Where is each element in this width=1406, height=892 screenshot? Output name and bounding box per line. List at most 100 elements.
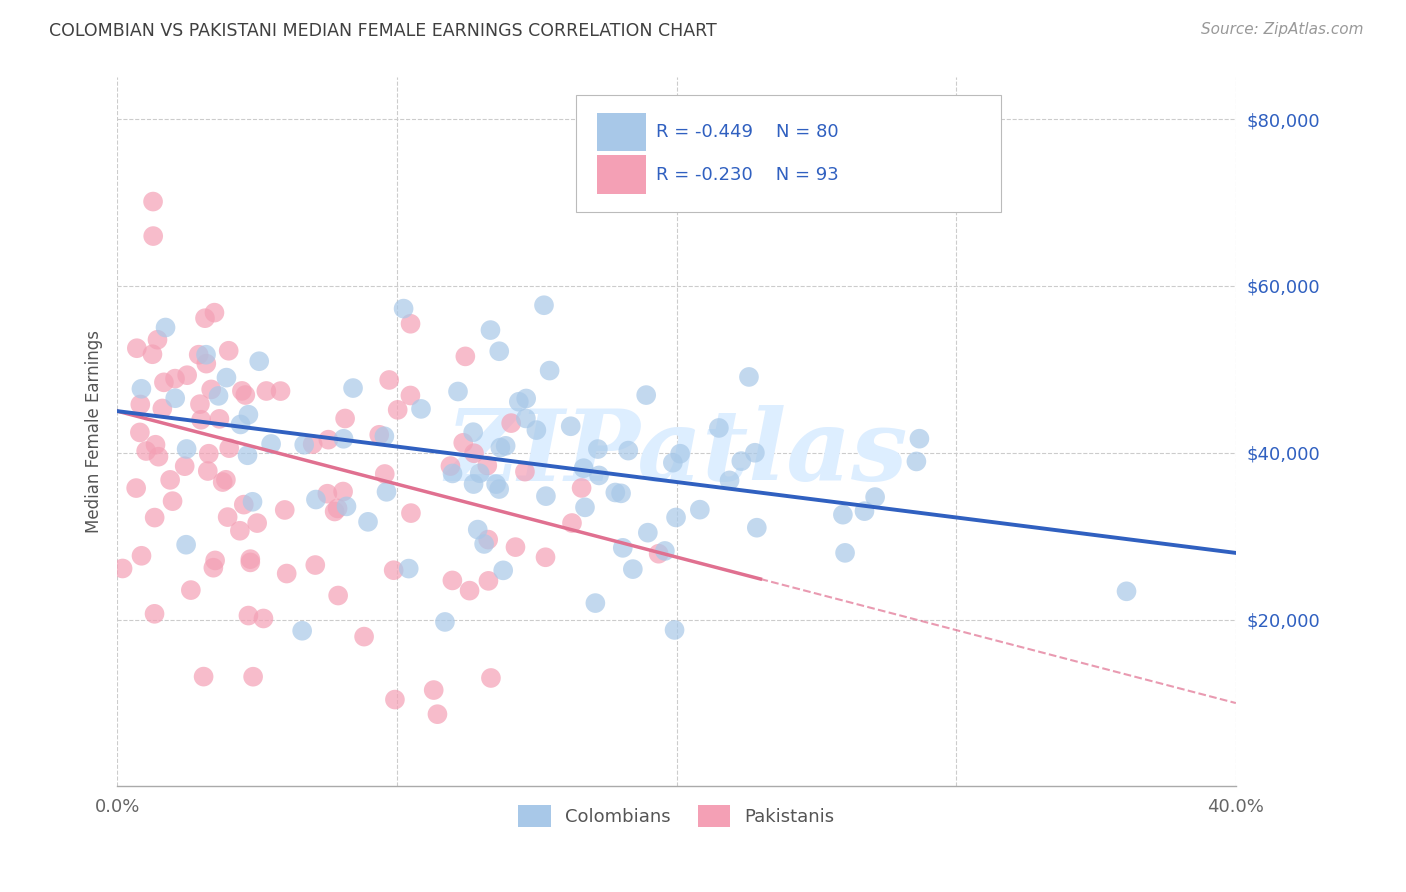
Point bbox=[159, 473, 181, 487]
Point bbox=[141, 347, 163, 361]
Text: Source: ZipAtlas.com: Source: ZipAtlas.com bbox=[1201, 22, 1364, 37]
Point bbox=[738, 370, 761, 384]
Point bbox=[392, 301, 415, 316]
Point bbox=[586, 442, 609, 456]
Point bbox=[142, 229, 165, 244]
Point bbox=[863, 490, 886, 504]
Point bbox=[617, 443, 640, 458]
Point bbox=[155, 320, 177, 334]
Point bbox=[451, 435, 474, 450]
Point bbox=[477, 574, 499, 588]
Text: COLOMBIAN VS PAKISTANI MEDIAN FEMALE EARNINGS CORRELATION CHART: COLOMBIAN VS PAKISTANI MEDIAN FEMALE EAR… bbox=[49, 22, 717, 40]
Point bbox=[468, 467, 491, 481]
Point bbox=[524, 423, 547, 437]
Point bbox=[145, 438, 167, 452]
Point bbox=[463, 477, 485, 491]
Point bbox=[409, 401, 432, 416]
Point bbox=[153, 376, 176, 390]
Point bbox=[467, 523, 489, 537]
Point bbox=[472, 537, 495, 551]
Point bbox=[905, 454, 928, 468]
Point bbox=[131, 549, 153, 563]
Point bbox=[534, 489, 557, 503]
Point bbox=[292, 438, 315, 452]
Point bbox=[745, 521, 768, 535]
Point bbox=[174, 538, 197, 552]
Point bbox=[328, 589, 350, 603]
Point bbox=[163, 371, 186, 385]
Point bbox=[233, 388, 256, 402]
Point bbox=[588, 468, 610, 483]
Point bbox=[304, 558, 326, 572]
Point bbox=[637, 525, 659, 540]
Point bbox=[254, 384, 277, 398]
Point bbox=[195, 348, 218, 362]
Point bbox=[193, 670, 215, 684]
Point bbox=[447, 384, 470, 399]
Point bbox=[495, 439, 517, 453]
Point bbox=[211, 475, 233, 489]
Point bbox=[489, 441, 512, 455]
Point bbox=[707, 421, 730, 435]
Point bbox=[441, 574, 464, 588]
Point bbox=[574, 500, 596, 515]
Point bbox=[125, 481, 148, 495]
Point bbox=[276, 566, 298, 581]
Point bbox=[426, 707, 449, 722]
Point bbox=[665, 510, 688, 524]
Point bbox=[515, 411, 537, 425]
Point bbox=[195, 357, 218, 371]
Point bbox=[384, 692, 406, 706]
Point bbox=[441, 467, 464, 481]
Point bbox=[399, 506, 422, 520]
Point bbox=[605, 485, 627, 500]
Point bbox=[176, 368, 198, 383]
Point bbox=[368, 427, 391, 442]
Point bbox=[610, 486, 633, 500]
Point bbox=[188, 397, 211, 411]
Point bbox=[357, 515, 380, 529]
Point bbox=[373, 429, 395, 443]
Point bbox=[260, 437, 283, 451]
Point bbox=[335, 500, 357, 514]
Point bbox=[834, 546, 856, 560]
Point bbox=[669, 447, 692, 461]
Point bbox=[561, 516, 583, 530]
Point bbox=[135, 444, 157, 458]
Point bbox=[197, 464, 219, 478]
Point bbox=[477, 533, 499, 547]
Point bbox=[718, 474, 741, 488]
Point bbox=[433, 615, 456, 629]
Point bbox=[477, 458, 499, 473]
Point bbox=[501, 416, 523, 430]
Point bbox=[439, 459, 461, 474]
Point bbox=[316, 486, 339, 500]
Point bbox=[187, 348, 209, 362]
Point bbox=[508, 394, 530, 409]
Point bbox=[301, 437, 323, 451]
Point bbox=[332, 484, 354, 499]
Point bbox=[305, 492, 328, 507]
Point bbox=[200, 383, 222, 397]
Point bbox=[236, 448, 259, 462]
Point bbox=[488, 344, 510, 359]
Point bbox=[291, 624, 314, 638]
Point bbox=[664, 623, 686, 637]
Point bbox=[333, 411, 356, 425]
Point bbox=[173, 459, 195, 474]
Text: ZIPatlas: ZIPatlas bbox=[446, 405, 908, 501]
Point bbox=[488, 482, 510, 496]
Point bbox=[533, 298, 555, 312]
Point bbox=[215, 473, 238, 487]
Point bbox=[353, 630, 375, 644]
Point bbox=[218, 343, 240, 358]
Point bbox=[165, 391, 187, 405]
Point bbox=[689, 502, 711, 516]
Point bbox=[274, 503, 297, 517]
Point bbox=[375, 484, 398, 499]
Point bbox=[239, 555, 262, 569]
Point bbox=[908, 432, 931, 446]
Point bbox=[387, 402, 409, 417]
Point bbox=[204, 306, 226, 320]
Point bbox=[125, 341, 148, 355]
